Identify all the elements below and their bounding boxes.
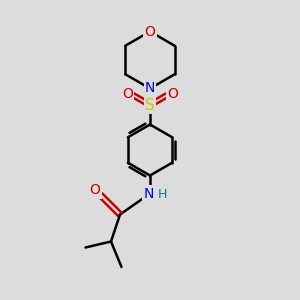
Text: O: O: [90, 184, 101, 197]
Text: O: O: [122, 87, 133, 101]
Text: N: N: [145, 82, 155, 95]
Text: O: O: [145, 25, 155, 38]
Text: N: N: [143, 187, 154, 200]
Text: H: H: [158, 188, 167, 202]
Text: O: O: [167, 87, 178, 101]
Text: S: S: [145, 98, 155, 112]
